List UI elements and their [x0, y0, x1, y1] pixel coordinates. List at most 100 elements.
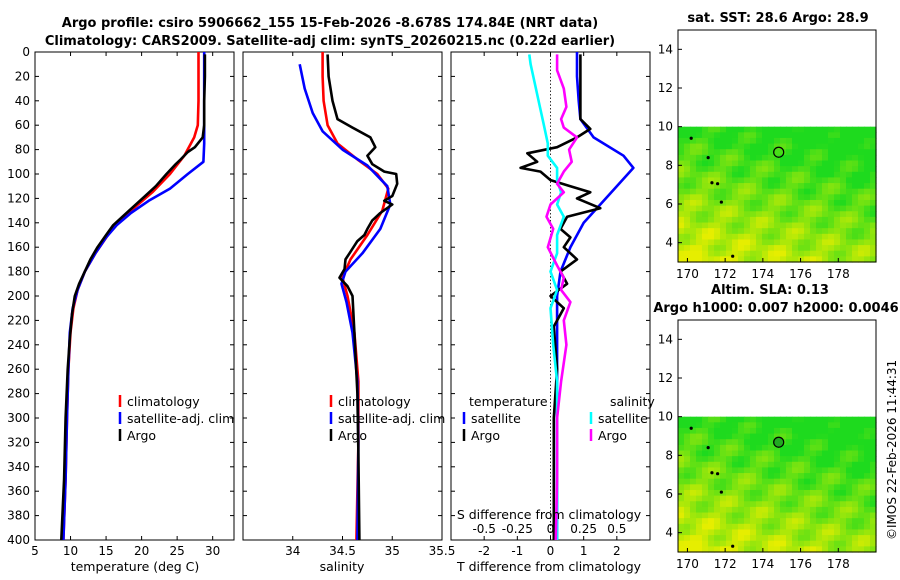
map-cell: [798, 245, 805, 252]
map-cell: [750, 188, 757, 195]
map-cell: [738, 450, 745, 457]
map-cell: [792, 484, 799, 491]
map-cell: [762, 194, 769, 201]
map-cell: [834, 126, 841, 133]
map-cell: [840, 467, 847, 474]
map-cell: [840, 194, 847, 201]
map-cell: [714, 540, 721, 547]
map-cell: [870, 484, 877, 491]
map-cell: [864, 546, 871, 553]
map-cell: [756, 456, 763, 463]
argo-position-marker: [773, 146, 785, 158]
map-cell: [726, 427, 733, 435]
map-cell: [804, 228, 811, 235]
map-cell: [810, 250, 817, 257]
map-cell: [852, 450, 859, 457]
x-tick-label: 174: [751, 267, 774, 281]
map-cell: [828, 245, 835, 252]
map-cell: [786, 439, 793, 446]
map-cell: [846, 484, 853, 491]
map-cell: [690, 456, 697, 463]
map-cell: [870, 473, 877, 480]
map-cell: [846, 467, 853, 474]
map-cell: [714, 143, 721, 150]
x-tick-label: 170: [676, 267, 699, 281]
map-cell: [756, 450, 763, 457]
map-cell: [828, 529, 835, 536]
map-cell: [732, 535, 739, 542]
map-cell: [858, 456, 865, 463]
map-cell: [846, 473, 853, 480]
series-line-t-argo: [519, 54, 602, 540]
map-cell: [714, 427, 721, 435]
x-tick-label: -2: [478, 544, 490, 558]
map-cell: [726, 506, 733, 514]
map-cell: [732, 456, 739, 463]
map-cell: [732, 216, 739, 224]
map-cell: [774, 250, 781, 257]
map-cell: [828, 416, 835, 423]
map-cell: [726, 439, 733, 446]
map-cell: [852, 188, 859, 195]
map-cell: [786, 473, 793, 480]
map-cell: [822, 239, 829, 246]
map-cell: [810, 450, 817, 457]
map-cell: [828, 177, 835, 184]
map-cell: [720, 427, 727, 435]
map-cell: [864, 143, 871, 150]
map-cell: [864, 132, 871, 139]
map-cell: [720, 433, 727, 440]
map-cell: [870, 211, 877, 218]
map-cell: [834, 233, 841, 241]
map-cell: [702, 518, 709, 525]
map-cell: [792, 473, 799, 480]
map-cell: [858, 433, 865, 440]
map-cell: [858, 529, 865, 536]
map-cell: [870, 177, 877, 184]
map-cell: [852, 205, 859, 212]
map-cell: [684, 205, 691, 212]
map-cell: [792, 228, 799, 235]
map-cell: [822, 484, 829, 491]
map-cell: [840, 183, 847, 190]
map-cell: [828, 456, 835, 463]
x-tick-label: 34.5: [329, 544, 356, 558]
map-cell: [852, 239, 859, 246]
map-cell: [750, 416, 757, 423]
island-marker: [710, 181, 714, 185]
map-cell: [720, 160, 727, 167]
map-cell: [780, 518, 787, 525]
map-cell: [678, 450, 685, 457]
map-cell: [786, 478, 793, 485]
map-cell: [816, 199, 823, 207]
map-cell: [690, 512, 697, 519]
map-cell: [738, 540, 745, 547]
map-cell: [780, 154, 787, 162]
map-cell: [684, 250, 691, 257]
map-cell: [732, 529, 739, 536]
map-cell: [744, 529, 751, 536]
x-tick-label: 34: [285, 544, 300, 558]
map-cell: [714, 484, 721, 491]
map-cell: [858, 194, 865, 201]
map-cell: [726, 433, 733, 440]
map-cell: [810, 188, 817, 195]
map-cell: [792, 540, 799, 547]
map-cell: [870, 183, 877, 190]
map-cell: [810, 216, 817, 224]
map-cell: [702, 205, 709, 212]
map-cell: [678, 205, 685, 212]
map-cell: [870, 546, 877, 553]
map-cell: [732, 501, 739, 508]
map-cell: [840, 160, 847, 167]
map-cell: [858, 166, 865, 173]
map-cell: [732, 160, 739, 167]
map-cell: [870, 233, 877, 241]
map-cell: [684, 222, 691, 229]
map-cell: [864, 166, 871, 173]
map-cell: [858, 183, 865, 190]
map-cell: [846, 540, 853, 547]
map-cell: [810, 433, 817, 440]
map-cell: [702, 149, 709, 156]
map-cell: [714, 188, 721, 195]
